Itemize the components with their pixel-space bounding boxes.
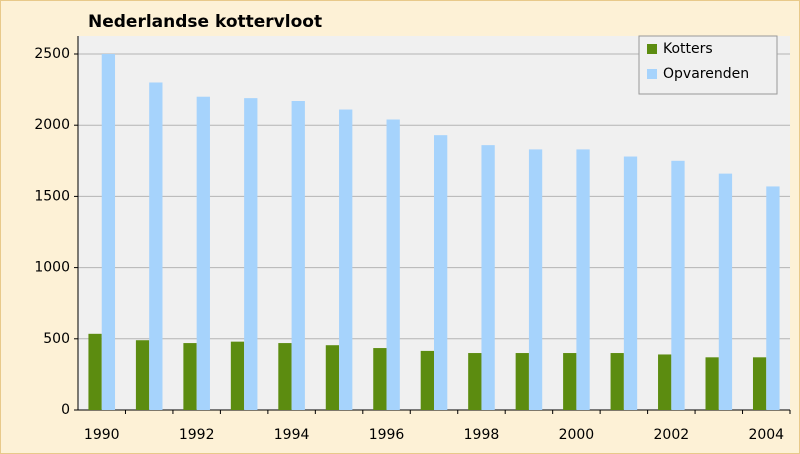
x-tick-label: 1994 — [274, 427, 310, 443]
x-tick-label: 1992 — [179, 427, 215, 443]
x-tick-label: 1990 — [84, 427, 120, 443]
legend-swatch — [647, 44, 657, 54]
bar — [230, 341, 245, 410]
bar — [196, 96, 210, 410]
bar — [481, 145, 495, 411]
bar — [135, 340, 150, 410]
bar — [291, 100, 305, 410]
x-tick-label: 1996 — [369, 427, 405, 443]
bar — [149, 82, 163, 410]
bar — [468, 353, 482, 410]
bar — [278, 343, 292, 410]
y-tick-label: 1500 — [34, 188, 70, 204]
x-tick-label: 2004 — [748, 427, 784, 443]
legend-swatch — [647, 69, 657, 79]
bar — [183, 343, 197, 410]
bar — [576, 149, 590, 410]
legend-label: Kotters — [663, 41, 713, 57]
bar — [515, 353, 529, 410]
y-tick-label: 1000 — [34, 260, 70, 276]
y-tick-label: 0 — [61, 402, 70, 418]
chart-title: Nederlandse kottervloot — [88, 12, 322, 32]
bar — [718, 173, 733, 410]
y-tick-label: 500 — [43, 331, 70, 347]
bar — [244, 98, 258, 411]
legend-box — [638, 35, 778, 95]
bar — [705, 357, 719, 410]
bar — [386, 119, 400, 410]
bar — [766, 186, 780, 410]
bar — [658, 354, 672, 410]
x-tick-label: 2000 — [559, 427, 595, 443]
y-tick-label: 2500 — [34, 46, 70, 62]
bar — [325, 345, 340, 410]
bar — [373, 348, 387, 410]
bar — [623, 156, 638, 410]
bar — [671, 160, 685, 410]
x-tick-label: 1998 — [464, 427, 500, 443]
bar — [420, 350, 434, 410]
bar — [434, 135, 448, 410]
legend-label: Opvarenden — [663, 66, 749, 82]
x-tick-label: 2002 — [654, 427, 690, 443]
bar — [563, 353, 577, 410]
bar — [610, 353, 624, 410]
bar — [528, 149, 543, 410]
bar — [752, 357, 767, 410]
y-tick-label: 2000 — [34, 117, 70, 133]
bar — [101, 54, 116, 410]
bar — [88, 333, 102, 410]
bar — [339, 109, 353, 410]
